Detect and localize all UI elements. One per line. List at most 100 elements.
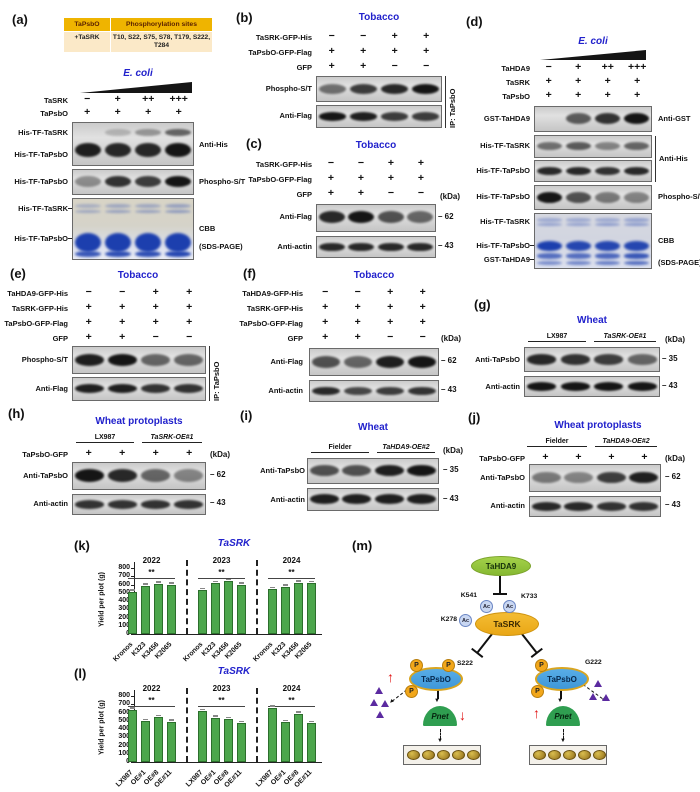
bar [306, 723, 316, 762]
band-row [530, 471, 660, 484]
panel-e: (e) Tobacco TaHDA9-GFP-His − − + + TaSRK-GF… [4, 262, 234, 401]
condition-label: GFP [287, 334, 303, 343]
blot-left-label: His-TF-TaSRK [480, 141, 530, 150]
protein-band [527, 381, 557, 391]
kda-marker: 43 [438, 241, 454, 250]
y-tick-label: 200 [118, 613, 130, 621]
y-tick-label: 300 [118, 733, 130, 741]
significance-stars: ** [218, 696, 225, 705]
ip-bracket [209, 346, 211, 401]
error-bar [295, 711, 301, 713]
arrowhead: ▼ [437, 738, 443, 744]
protein-band [343, 355, 373, 368]
band-row [73, 209, 193, 214]
gel-right-label: CBB [199, 224, 216, 233]
protein-band [623, 260, 650, 266]
blot-left-label: GST-TaHDA9 [483, 114, 530, 123]
blot-left-label: Anti-Flag [35, 384, 69, 393]
protein-band [536, 141, 563, 151]
protein-band [565, 113, 592, 125]
grain-yield-box [403, 745, 481, 765]
protein-band [380, 83, 409, 94]
protein-band [134, 251, 162, 258]
protein-band [374, 494, 404, 505]
protein-band [564, 502, 594, 511]
inhibition-arrow [493, 576, 507, 595]
y-tick [131, 584, 134, 586]
condition-symbol: + [419, 301, 426, 313]
protein-band [348, 211, 375, 224]
kda-label: (kDa) [440, 192, 461, 201]
kda-label: (kDa) [210, 450, 231, 459]
protein-band [140, 353, 170, 366]
bar [236, 723, 246, 762]
condition-label: TaHDA9-GFP-His [242, 289, 303, 298]
protein-band [74, 384, 104, 394]
condition-symbol: + [119, 447, 126, 459]
arrow-line [437, 689, 439, 699]
gel-left-label: His-TF-TaPsbO [476, 241, 530, 250]
blot-left-label: His-TF-TaPsbO [476, 192, 530, 201]
condition-symbol: +++ [628, 61, 647, 73]
condition-symbol: + [641, 451, 648, 463]
condition-symbol: + [387, 172, 395, 184]
acetyl-mark: Ac [503, 600, 516, 613]
condition-symbol: + [322, 301, 329, 313]
organism-label: Wheat [358, 422, 388, 433]
condition-symbol: + [417, 172, 425, 184]
protein-band [104, 176, 132, 188]
protein-band [173, 353, 203, 366]
condition-symbol: + [608, 451, 615, 463]
group-separator [256, 688, 258, 762]
significance-stars: ** [288, 568, 295, 577]
significance-line [268, 578, 315, 579]
wheat-grain [422, 750, 435, 760]
kda-marker: 62 [441, 356, 457, 365]
condition-label: TaHDA9 [501, 64, 530, 73]
protein-band [349, 112, 378, 121]
group-separator [256, 560, 258, 634]
protein-band [531, 471, 561, 484]
condition-label: TaHDA9-GFP-His [7, 289, 68, 298]
protein-band [596, 471, 626, 484]
protein-band [74, 143, 102, 158]
error-bar [129, 589, 135, 591]
condition-symbol: + [387, 286, 394, 298]
phospho-mark: P [442, 659, 455, 672]
error-bar [212, 580, 218, 583]
protein-band [134, 176, 162, 188]
protein-band [565, 218, 592, 222]
error-bar [129, 707, 135, 709]
y-tick [131, 762, 134, 763]
condition-symbol: + [327, 187, 335, 199]
significance-stars: ** [148, 568, 155, 577]
band-row [317, 211, 435, 224]
blot-phospho [534, 185, 652, 210]
site-label-k733: K733 [521, 593, 538, 600]
condition-symbol: + [387, 301, 394, 313]
protein-band [74, 176, 102, 188]
condition-symbol: − [419, 331, 426, 343]
blot-anti-tapsbo [524, 347, 660, 372]
panel-l: (l) TaSRK Yield per plot (g) 01002003004… [62, 660, 352, 792]
wheat-grain [452, 750, 465, 760]
protein-band [164, 209, 192, 214]
protein-band [164, 232, 192, 252]
condition-symbol: − [327, 157, 335, 169]
released-particle [594, 680, 602, 687]
protein-band [107, 469, 137, 482]
organism-label: E. coli [578, 36, 608, 47]
y-tick-label: 200 [118, 741, 130, 749]
condition-symbol: + [391, 45, 398, 57]
pnet-node: Pnet [423, 706, 457, 726]
error-bar [199, 587, 205, 590]
condition-values: + + + + [529, 451, 661, 464]
error-bar [269, 586, 275, 589]
dashed-arrow [563, 729, 564, 739]
kda-marker: 62 [210, 470, 226, 479]
phospho-mark: P [405, 685, 418, 698]
protein-band [104, 209, 132, 214]
bar [210, 583, 220, 634]
arrowhead: ▼ [560, 738, 566, 744]
